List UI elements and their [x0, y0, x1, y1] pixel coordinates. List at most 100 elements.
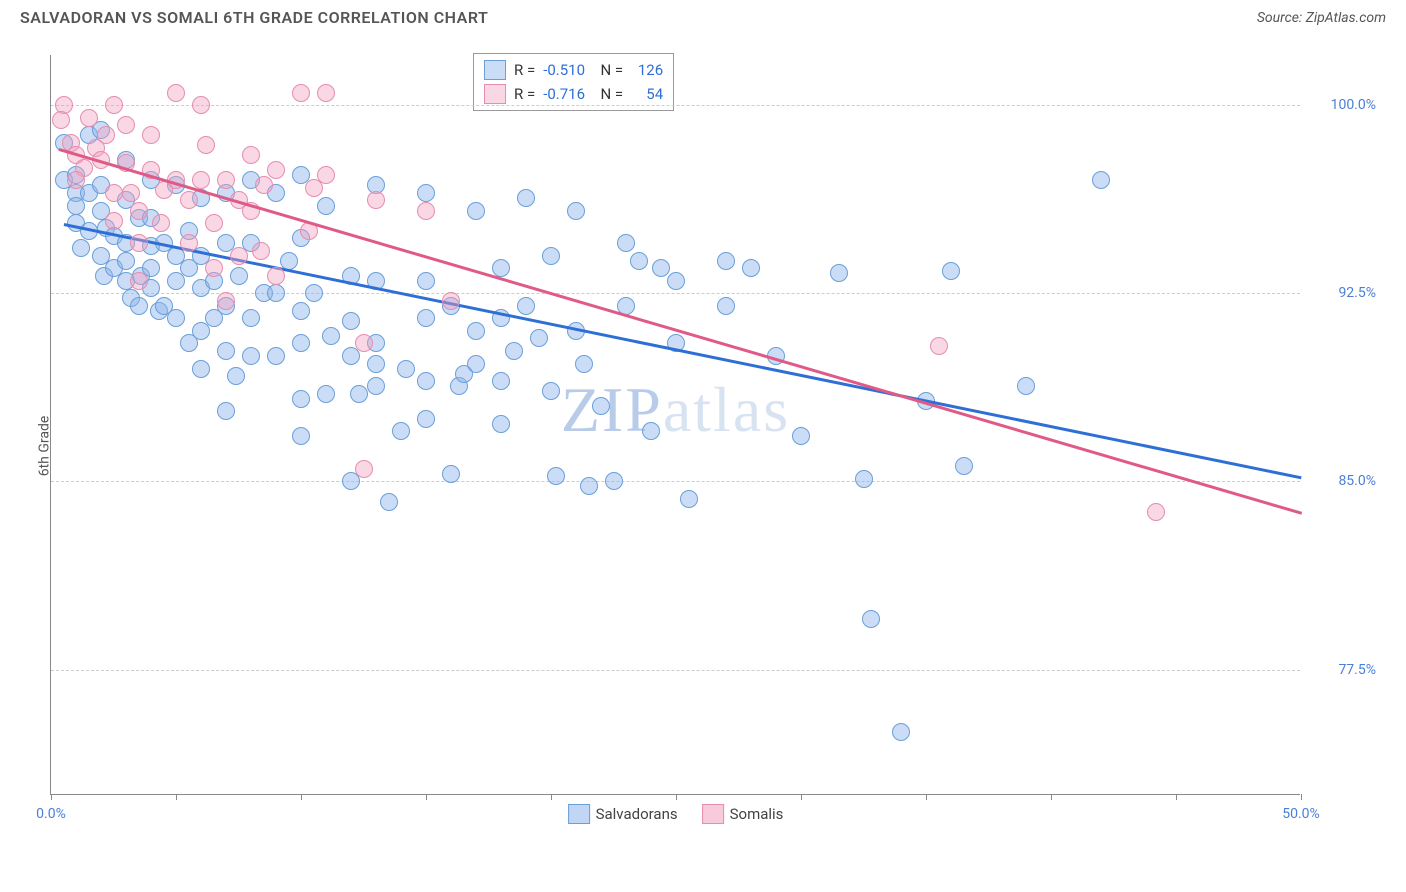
- x-tick: [1176, 794, 1177, 800]
- data-point: [717, 252, 735, 270]
- data-point: [467, 202, 485, 220]
- data-point: [317, 166, 335, 184]
- data-point: [242, 146, 260, 164]
- legend-item: Somalis: [702, 804, 784, 824]
- data-point: [267, 284, 285, 302]
- data-point: [130, 297, 148, 315]
- legend-label: Somalis: [730, 805, 784, 823]
- legend-n-label: N =: [593, 61, 623, 79]
- data-point: [830, 264, 848, 282]
- data-point: [342, 312, 360, 330]
- data-point: [117, 252, 135, 270]
- data-point: [367, 377, 385, 395]
- series-legend: Salvadorans Somalis: [568, 804, 784, 824]
- gridline: [51, 670, 1300, 671]
- data-point: [542, 382, 560, 400]
- data-point: [305, 284, 323, 302]
- x-tick: [1051, 794, 1052, 800]
- data-point: [417, 372, 435, 390]
- legend-swatch: [568, 804, 590, 824]
- legend-r-value: -0.510: [543, 61, 585, 79]
- data-point: [192, 96, 210, 114]
- data-point: [267, 161, 285, 179]
- data-point: [292, 84, 310, 102]
- y-tick-label: 92.5%: [1306, 285, 1376, 301]
- data-point: [167, 84, 185, 102]
- data-point: [717, 297, 735, 315]
- data-point: [197, 136, 215, 154]
- data-point: [417, 202, 435, 220]
- data-point: [517, 297, 535, 315]
- y-tick-label: 100.0%: [1306, 97, 1376, 113]
- data-point: [605, 472, 623, 490]
- x-tick: [426, 794, 427, 800]
- x-tick: [551, 794, 552, 800]
- legend-r-value: -0.716: [543, 85, 585, 103]
- data-point: [742, 259, 760, 277]
- data-point: [122, 184, 140, 202]
- data-point: [567, 202, 585, 220]
- data-point: [142, 126, 160, 144]
- trend-line: [58, 148, 1301, 514]
- x-tick: [51, 794, 52, 800]
- data-point: [580, 477, 598, 495]
- data-point: [292, 334, 310, 352]
- data-point: [180, 191, 198, 209]
- data-point: [230, 267, 248, 285]
- data-point: [492, 415, 510, 433]
- legend-label: Salvadorans: [596, 805, 678, 823]
- data-point: [592, 397, 610, 415]
- data-point: [205, 214, 223, 232]
- data-point: [217, 342, 235, 360]
- data-point: [892, 723, 910, 741]
- data-point: [317, 385, 335, 403]
- data-point: [1147, 503, 1165, 521]
- data-point: [547, 467, 565, 485]
- legend-n-value: 126: [631, 61, 663, 79]
- data-point: [242, 347, 260, 365]
- data-point: [630, 252, 648, 270]
- gridline: [51, 293, 1300, 294]
- data-point: [97, 126, 115, 144]
- data-point: [205, 259, 223, 277]
- data-point: [292, 390, 310, 408]
- data-point: [855, 470, 873, 488]
- data-point: [942, 262, 960, 280]
- data-point: [167, 309, 185, 327]
- chart-header: SALVADORAN VS SOMALI 6TH GRADE CORRELATI…: [0, 0, 1406, 31]
- data-point: [417, 309, 435, 327]
- data-point: [467, 355, 485, 373]
- data-point: [417, 272, 435, 290]
- data-point: [255, 176, 273, 194]
- data-point: [217, 402, 235, 420]
- data-point: [72, 239, 90, 257]
- x-tick: [1301, 794, 1302, 800]
- data-point: [252, 242, 270, 260]
- data-point: [317, 84, 335, 102]
- data-point: [52, 111, 70, 129]
- y-tick-label: 85.0%: [1306, 473, 1376, 489]
- legend-row: R = -0.716 N = 54: [484, 82, 663, 106]
- gridline: [51, 481, 1300, 482]
- data-point: [267, 347, 285, 365]
- chart-title: SALVADORAN VS SOMALI 6TH GRADE CORRELATI…: [20, 8, 488, 27]
- data-point: [792, 427, 810, 445]
- x-tick: [301, 794, 302, 800]
- data-point: [367, 355, 385, 373]
- data-point: [130, 202, 148, 220]
- data-point: [105, 212, 123, 230]
- data-point: [652, 259, 670, 277]
- data-point: [367, 191, 385, 209]
- legend-swatch: [484, 84, 506, 104]
- legend-swatch: [484, 60, 506, 80]
- legend-r-label: R =: [514, 61, 535, 79]
- data-point: [292, 427, 310, 445]
- data-point: [617, 234, 635, 252]
- data-point: [530, 329, 548, 347]
- y-tick-label: 77.5%: [1306, 662, 1376, 678]
- data-point: [180, 234, 198, 252]
- data-point: [67, 171, 85, 189]
- data-point: [542, 247, 560, 265]
- data-point: [517, 189, 535, 207]
- legend-n-value: 54: [631, 85, 663, 103]
